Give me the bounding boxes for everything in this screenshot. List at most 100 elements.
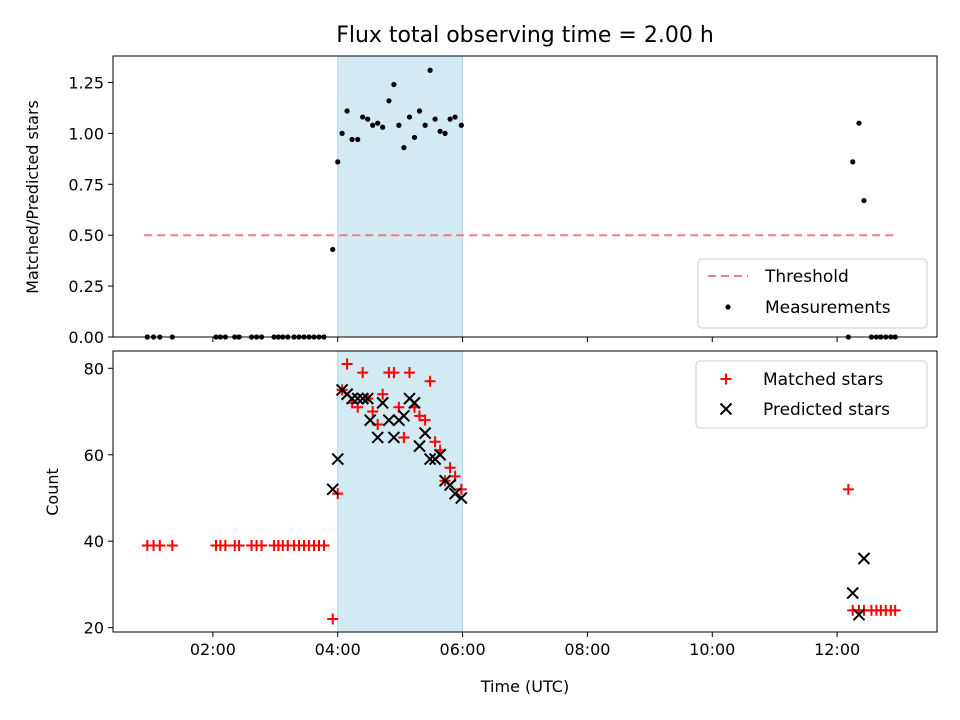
x-tick-label: 10:00 xyxy=(689,640,735,659)
measurement-point xyxy=(442,130,448,136)
matched-star-point xyxy=(219,540,231,552)
measurement-point xyxy=(391,81,397,88)
x-tick-label: 04:00 xyxy=(315,640,361,659)
predicted-star-point xyxy=(345,392,359,405)
legend-box xyxy=(697,258,928,329)
matched-star-point xyxy=(256,540,268,552)
predicted-star-point xyxy=(413,439,426,453)
legend-measurements-swatch xyxy=(725,304,731,310)
measurement-point xyxy=(427,67,433,73)
y-tick-label: 0.50 xyxy=(68,226,104,245)
measurement-point xyxy=(335,159,341,165)
predicted-star-point xyxy=(423,452,437,466)
matched-star-point xyxy=(404,367,416,379)
matched-star-point xyxy=(377,388,389,400)
predicted-star-point xyxy=(361,392,374,405)
measurement-point xyxy=(452,114,458,120)
bottom-plot-frame xyxy=(112,350,938,633)
matched-star-point xyxy=(444,462,456,474)
y-tick-label: 1.25 xyxy=(68,73,104,92)
matched-star-point xyxy=(455,483,467,495)
y-tick-label: 40 xyxy=(84,532,104,551)
matched-star-point xyxy=(367,406,379,418)
x-tick-label: 06:00 xyxy=(440,640,486,659)
measurement-point xyxy=(458,122,464,128)
x-tick-label: 08:00 xyxy=(564,640,610,659)
measurement-point xyxy=(411,134,418,141)
measurement-point xyxy=(360,114,366,120)
top-panel: 0.00 0.25 0.50 0.75 1.00 1.25 Threshold Measure… xyxy=(68,55,938,347)
predicted-star-point xyxy=(408,396,421,410)
predicted-star-point xyxy=(443,478,457,492)
predicted-star-point xyxy=(351,392,364,405)
measurement-point xyxy=(422,122,428,128)
predicted-star-point xyxy=(376,396,389,410)
matched-star-point xyxy=(429,436,441,448)
predicted-star-point xyxy=(326,483,339,496)
measurement-point xyxy=(386,98,392,104)
x-tick-label: 02:00 xyxy=(190,640,236,659)
legend-box xyxy=(695,360,928,429)
measurement-point xyxy=(355,136,361,143)
measurement-point xyxy=(850,159,856,165)
predicted-star-point xyxy=(331,452,344,466)
matched-star-point xyxy=(341,358,353,370)
measurement-point xyxy=(380,124,386,130)
matched-star-point xyxy=(327,613,339,625)
predicted-star-point xyxy=(371,431,384,444)
measurement-point xyxy=(856,120,862,126)
measurement-point xyxy=(344,108,350,114)
measurement-point xyxy=(370,122,376,128)
y-tick-label: 0.75 xyxy=(68,175,104,194)
predicted-star-point xyxy=(433,448,447,461)
y-tick-label: 0.25 xyxy=(68,277,104,296)
measurement-point xyxy=(396,122,402,128)
y-tick-label: 80 xyxy=(84,359,104,378)
predicted-star-point xyxy=(455,491,468,505)
matched-star-point xyxy=(233,540,245,552)
matched-star-point xyxy=(357,367,369,379)
y-tick-label: 1.00 xyxy=(68,124,104,143)
y-tick-label: 0.00 xyxy=(68,328,104,347)
measurement-point xyxy=(339,130,345,136)
predicted-star-point xyxy=(857,552,871,565)
y-tick-label: 20 xyxy=(84,619,104,638)
measurement-point xyxy=(406,114,413,120)
predicted-star-point xyxy=(382,413,396,427)
bottom-panel: 20 40 60 80 02:00 04:00 06:00 08:00 10:00 12:00 Ma… xyxy=(84,350,938,659)
matched-star-point xyxy=(889,604,901,616)
top-y-axis-label: Matched/Predicted stars xyxy=(23,100,42,294)
predicted-star-point xyxy=(418,426,432,440)
matched-star-point xyxy=(166,540,178,552)
y-tick-label: 60 xyxy=(84,446,104,465)
chart-title: Flux total observing time = 2.00 h xyxy=(336,23,714,48)
matched-star-point xyxy=(318,540,330,552)
matched-star-point xyxy=(388,367,400,379)
legend-predicted-swatch xyxy=(719,402,733,416)
bottom-y-axis-label: Count xyxy=(43,468,62,516)
highlight-span xyxy=(337,55,464,338)
measurement-point xyxy=(432,116,438,122)
x-axis-label: Time (UTC) xyxy=(480,677,569,696)
matched-star-point xyxy=(419,414,431,426)
legend-matched-swatch xyxy=(720,373,732,385)
matched-star-point xyxy=(398,431,410,443)
matched-star-point xyxy=(154,540,166,552)
legend-matched-label: Matched stars xyxy=(763,370,883,390)
measurement-point xyxy=(330,246,336,253)
measurement-point xyxy=(861,197,867,204)
predicted-star-point xyxy=(363,413,377,427)
x-tick-label: 12:00 xyxy=(814,640,860,659)
predicted-star-point xyxy=(387,431,401,444)
matched-star-point xyxy=(842,483,854,495)
measurement-point xyxy=(375,120,381,126)
measurement-point xyxy=(349,136,355,143)
matched-star-point xyxy=(424,375,436,387)
legend-predicted-label: Predicted stars xyxy=(763,400,890,420)
measurement-point xyxy=(416,108,423,114)
predicted-star-point xyxy=(448,487,462,500)
legend-measurements-label: Measurements xyxy=(765,298,891,318)
matched-star-point xyxy=(414,410,426,422)
predicted-star-point xyxy=(846,586,859,600)
